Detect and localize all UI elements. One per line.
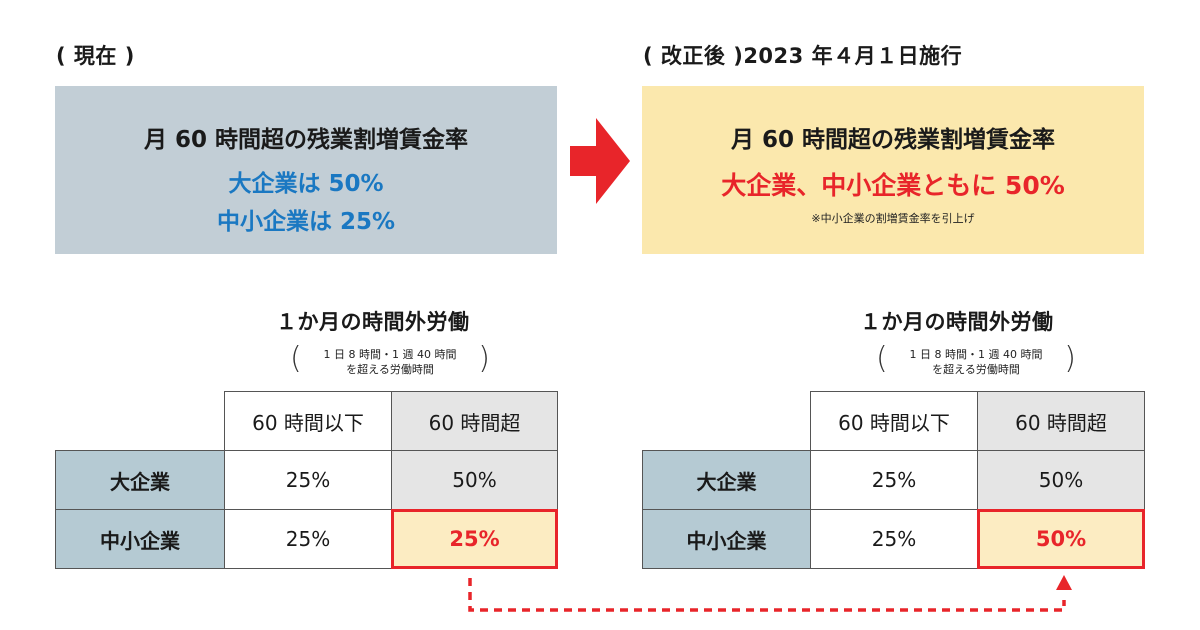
- table-cell: 25%: [224, 450, 392, 510]
- column-header-over-60: 60 時間超: [977, 391, 1145, 451]
- row-header-large-company: 大企業: [55, 450, 225, 510]
- right-arrow-icon: [570, 118, 630, 204]
- current-panel-heading: 月 60 時間超の残業割増賃金率: [143, 127, 469, 153]
- highlighted-cell-revised: 50%: [977, 509, 1145, 569]
- revised-panel-heading: 月 60 時間超の残業割増賃金率: [730, 127, 1056, 153]
- table-cell: 50%: [391, 450, 558, 510]
- arrow-head-icon: [1056, 575, 1072, 590]
- current-rate-panel: 月 60 時間超の残業割増賃金率 大企業は 50% 中小企業は 25%: [55, 86, 557, 254]
- revised-note: ※中小企業の割増賃金率を引上げ: [811, 212, 975, 225]
- row-header-small-company: 中小企業: [55, 509, 225, 569]
- paren-close: ): [1064, 341, 1076, 376]
- revised-unified-rate: 大企業、中小企業ともに 50%: [721, 171, 1065, 200]
- table-cell: 25%: [224, 509, 392, 569]
- column-header-under-60: 60 時間以下: [224, 391, 392, 451]
- current-label: ( 現在 ): [56, 44, 135, 68]
- highlighted-cell-current: 25%: [391, 509, 558, 569]
- row-header-small-company: 中小企業: [642, 509, 811, 569]
- current-small-company-rate: 中小企業は 25%: [216, 209, 396, 235]
- table-subtitle-revised: ( 1 日 8 時間・1 週 40 時間 を超える労働時間 ): [876, 343, 1076, 379]
- table-title-revised: １か月の時間外労働: [860, 310, 1054, 334]
- table-subtitle-line2: を超える労働時間: [346, 363, 434, 376]
- table-title-current: １か月の時間外労働: [276, 310, 470, 334]
- table-cell: 25%: [810, 450, 978, 510]
- revised-label: ( 改正後 )2023 年４月１日施行: [643, 44, 963, 68]
- table-subtitle-line1: 1 日 8 時間・1 週 40 時間: [323, 348, 457, 361]
- current-large-company-rate: 大企業は 50%: [228, 171, 384, 197]
- row-header-large-company: 大企業: [642, 450, 811, 510]
- table-cell: 25%: [810, 509, 978, 569]
- paren-close: ): [478, 341, 490, 376]
- column-header-under-60: 60 時間以下: [810, 391, 978, 451]
- table-subtitle-current: ( 1 日 8 時間・1 週 40 時間 を超える労働時間 ): [290, 343, 490, 379]
- table-subtitle-line1: 1 日 8 時間・1 週 40 時間: [909, 348, 1043, 361]
- table-cell: 50%: [977, 450, 1145, 510]
- column-header-over-60: 60 時間超: [391, 391, 558, 451]
- paren-open: (: [876, 341, 888, 376]
- paren-open: (: [290, 341, 302, 376]
- table-subtitle-line2: を超える労働時間: [932, 363, 1020, 376]
- revised-rate-panel: 月 60 時間超の残業割増賃金率 大企業、中小企業ともに 50% ※中小企業の割…: [642, 86, 1144, 254]
